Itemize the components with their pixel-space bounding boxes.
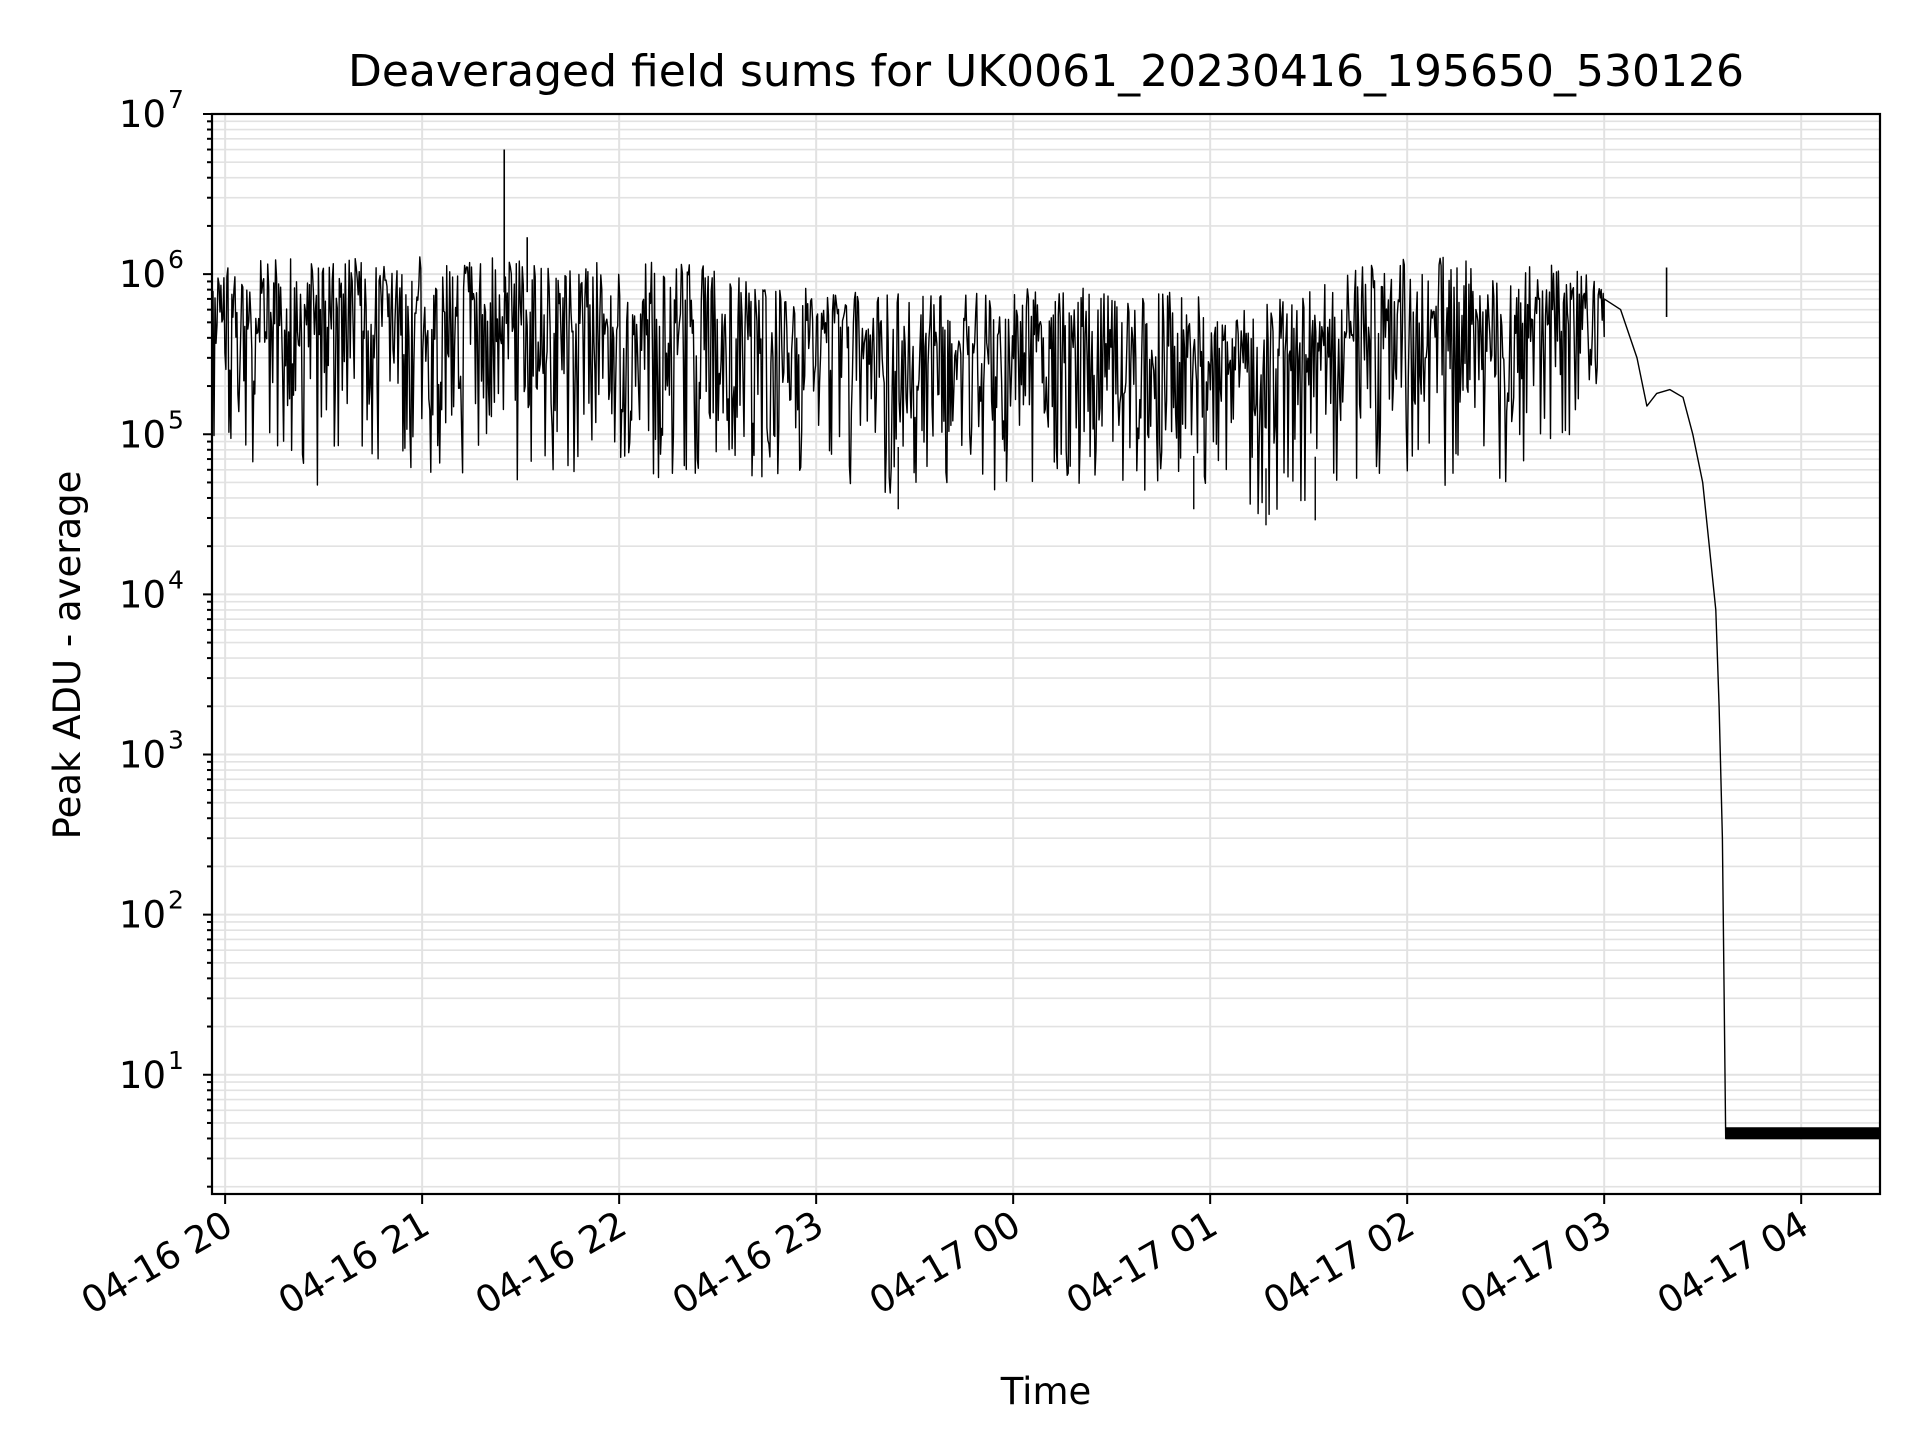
y-tick-label: 10 [119,413,166,456]
y-tick-label-exponent: 3 [168,726,184,755]
y-tick-label: 10 [119,1054,166,1097]
series-line-path [211,256,1880,1140]
y-tick-label-exponent: 1 [168,1046,184,1075]
series-line [211,149,1881,1140]
y-tick-label: 10 [119,894,166,937]
y-tick-label: 10 [119,253,166,296]
y-axis-label: Peak ADU - average [46,471,89,840]
y-tick-label: 10 [119,93,166,136]
y-tick-label: 10 [119,573,166,616]
y-tick-label-exponent: 2 [168,886,184,915]
y-tick-label-exponent: 5 [168,405,184,434]
x-axis-label: Time [1000,1370,1092,1413]
tail-noise [1725,1127,1881,1140]
y-tick-label: 10 [119,734,166,777]
y-tick-label-exponent: 6 [168,245,184,274]
grid [212,113,1880,1194]
plot-area-frame [210,112,1882,1196]
y-tick-label-exponent: 7 [168,85,184,114]
chart-title: Deaveraged field sums for UK0061_2023041… [348,46,1744,97]
y-tick-label-exponent: 4 [168,565,184,594]
